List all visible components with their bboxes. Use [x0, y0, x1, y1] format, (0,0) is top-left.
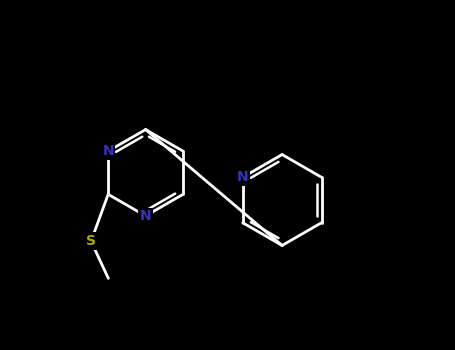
Text: N: N	[102, 144, 114, 158]
Text: N: N	[237, 170, 248, 184]
Text: S: S	[86, 234, 96, 248]
Text: N: N	[140, 209, 152, 223]
